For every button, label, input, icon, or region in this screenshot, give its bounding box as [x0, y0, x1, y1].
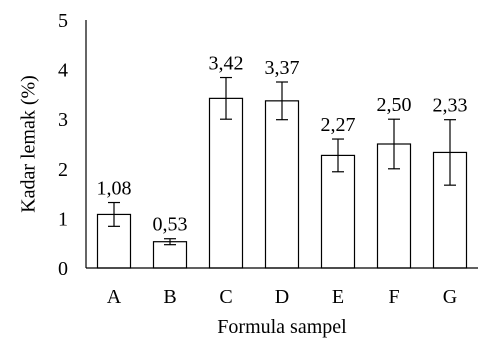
error-bar-E	[332, 138, 344, 173]
bar-G	[432, 151, 468, 269]
data-label-A: 1,08	[97, 178, 132, 200]
bar-D	[264, 100, 300, 269]
x-tick-label: F	[388, 286, 399, 308]
error-bar-D	[276, 81, 288, 121]
x-tick-label: C	[219, 286, 232, 308]
data-labels: 1,08 0,53 3,42 3,37 2,27 2,50 2,33	[97, 53, 468, 236]
data-label-F: 2,50	[377, 94, 412, 116]
y-tick-label: 0	[58, 258, 68, 280]
bars	[96, 97, 468, 269]
bar-C	[208, 97, 244, 269]
x-axis-ticks: A B C D E F G	[107, 286, 457, 308]
data-label-G: 2,33	[433, 95, 468, 117]
y-tick-label: 1	[58, 208, 68, 230]
y-tick-label: 5	[58, 10, 68, 32]
y-axis-title: Kadar lemak (%)	[18, 75, 40, 213]
bar-B	[152, 241, 188, 269]
error-bar-G	[444, 119, 456, 186]
error-bars	[108, 76, 456, 246]
x-axis-title: Formula sampel	[217, 316, 347, 338]
data-label-B: 0,53	[153, 214, 188, 236]
error-bar-C	[220, 76, 232, 120]
bar-E	[320, 154, 356, 269]
data-label-C: 3,42	[209, 53, 244, 75]
y-tick-label: 3	[58, 109, 68, 131]
y-axis-ticks: 0 1 2 3 4 5	[58, 10, 68, 280]
x-tick-label: E	[332, 286, 344, 308]
data-label-D: 3,37	[265, 57, 300, 79]
data-label-E: 2,27	[321, 114, 356, 136]
x-tick-label: A	[107, 286, 122, 308]
x-tick-label: G	[443, 286, 457, 308]
x-tick-label: D	[275, 286, 289, 308]
x-tick-label: B	[163, 286, 176, 308]
error-bar-F	[388, 118, 400, 170]
error-bar-A	[108, 201, 120, 227]
y-tick-label: 2	[58, 159, 68, 181]
y-tick-label: 4	[58, 60, 68, 82]
error-bar-B	[164, 238, 176, 246]
